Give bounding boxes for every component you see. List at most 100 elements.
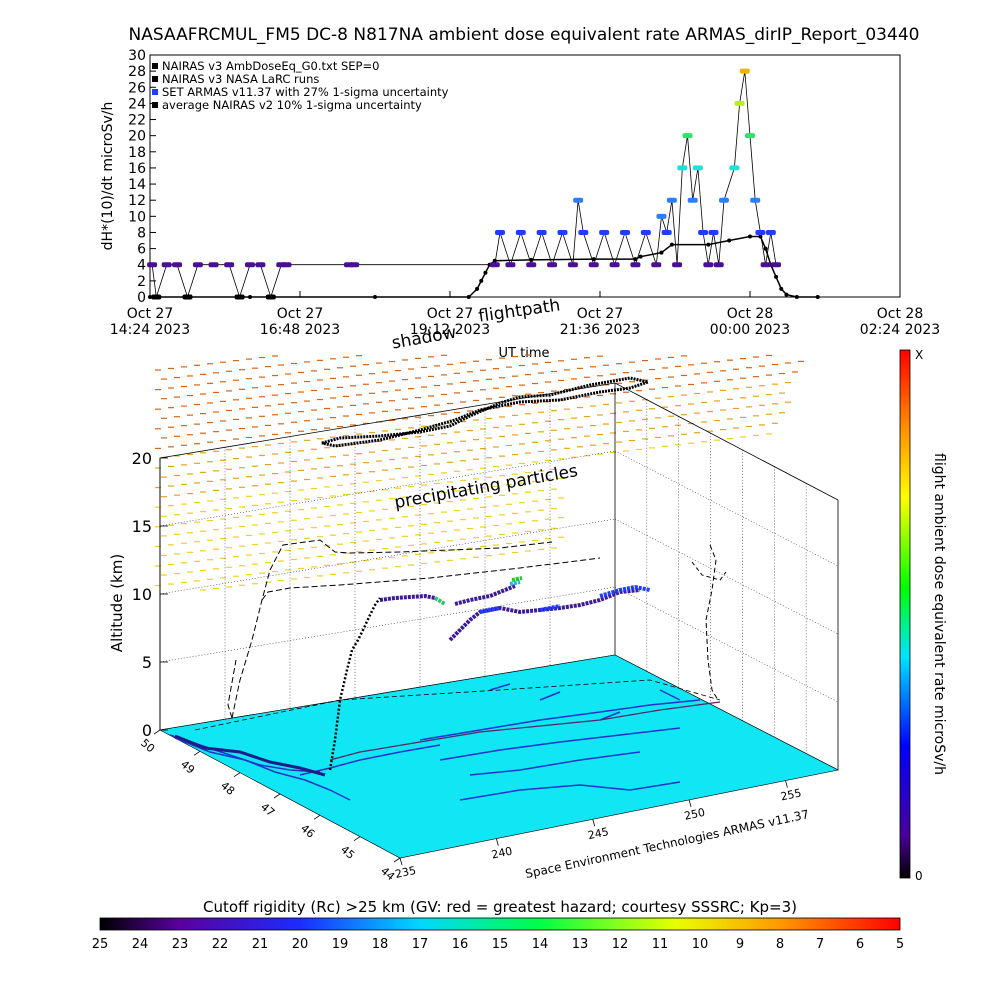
shadow-label: shadow xyxy=(390,323,458,354)
back-wall-grid xyxy=(159,393,839,754)
armas-point xyxy=(265,294,276,300)
lon-tick-label: 255 xyxy=(779,786,802,803)
nairas-point xyxy=(784,292,789,297)
rigidity-tick-label: 20 xyxy=(292,937,309,952)
rigidity-colorbar-label: Cutoff rigidity (Rc) >25 km (GV: red = g… xyxy=(203,898,797,916)
lat-tick xyxy=(313,815,321,820)
armas-point xyxy=(708,229,719,235)
rigidity-colorbar: Cutoff rigidity (Rc) >25 km (GV: red = g… xyxy=(92,898,904,952)
armas-point xyxy=(666,197,677,203)
nairas-point xyxy=(706,242,711,247)
grid-line xyxy=(159,518,616,595)
lat-tick xyxy=(273,793,281,799)
lat-tick-label: 47 xyxy=(258,800,277,819)
armas-point xyxy=(495,229,505,235)
x-tick-label: Oct 28 xyxy=(877,306,923,322)
y-tick-label: 18 xyxy=(128,145,146,161)
armas-point xyxy=(687,197,698,203)
nairas-point xyxy=(148,295,152,299)
armas-point xyxy=(161,262,172,268)
lat-tick-label: 48 xyxy=(218,779,237,798)
nairas-point xyxy=(774,274,779,279)
legend-marker xyxy=(152,102,158,108)
nairas-point xyxy=(763,246,768,251)
y-tick-label: 24 xyxy=(128,96,146,112)
x-tick-label: Oct 27 xyxy=(577,306,623,322)
ground-contour xyxy=(469,751,641,776)
lat-tick xyxy=(233,772,241,777)
series-layer xyxy=(147,68,820,300)
armas-point xyxy=(677,165,688,171)
ground-rigidity-contours xyxy=(169,683,721,801)
armas-point xyxy=(771,262,782,268)
nairas-point xyxy=(633,257,638,262)
armas-point xyxy=(682,133,693,139)
precipitating-particles-field xyxy=(155,354,804,591)
rigidity-tick-label: 12 xyxy=(612,937,629,952)
track-segment xyxy=(539,604,561,612)
y-tick-label: 22 xyxy=(128,113,146,129)
rigidity-colorbar-ticks: 25 24 23 22 21 20 19 18 17 16 15 14 13 12 11 10 9 8 7 6 5 xyxy=(92,937,904,952)
armas-point xyxy=(661,229,672,235)
rigidity-tick-label: 5 xyxy=(896,937,904,952)
x-tick-label: 02:24 2023 xyxy=(860,322,940,338)
armas-point xyxy=(755,229,766,235)
rigidity-tick-label: 16 xyxy=(452,937,469,952)
grid-line xyxy=(614,450,839,567)
rigidity-tick-label: 7 xyxy=(816,937,824,952)
z-tick-label: 15 xyxy=(132,517,152,536)
armas-point xyxy=(750,197,761,203)
dose-colorbar-bottom-label: 0 xyxy=(915,869,923,883)
nairas-point xyxy=(475,286,480,291)
armas-point xyxy=(698,229,709,235)
y-tick-label: 10 xyxy=(128,209,146,225)
armas-point xyxy=(192,262,203,268)
armas-point xyxy=(672,262,683,268)
lon-tick xyxy=(399,857,403,866)
armas-point xyxy=(765,229,776,235)
x-tick-label: 16:48 2023 xyxy=(260,322,340,338)
nairas-point xyxy=(669,242,674,247)
armas-point xyxy=(526,262,537,268)
x-axis-label: UT time xyxy=(499,346,550,361)
lat-tick-label: 49 xyxy=(178,758,197,777)
nairas-point xyxy=(815,295,820,299)
legend-marker xyxy=(152,89,158,95)
armas-point xyxy=(505,262,516,268)
armas-point xyxy=(609,262,620,268)
plot-frame xyxy=(149,54,901,298)
z-tick-label: 20 xyxy=(132,449,152,468)
rigidity-tick-label: 22 xyxy=(212,937,229,952)
y-tick-label: 0 xyxy=(137,290,146,306)
lat-tick xyxy=(153,729,161,735)
armas-point xyxy=(245,262,255,268)
legend-entry: NAIRAS v3 AmbDoseEq_G0.txt SEP=0 xyxy=(162,59,379,73)
ground-contour xyxy=(299,744,441,776)
nairas-point xyxy=(466,295,471,299)
x-tick-label: 14:24 2023 xyxy=(110,322,190,338)
armas-point xyxy=(703,262,714,268)
x-tick-label: 00:00 2023 xyxy=(710,322,790,338)
grid-line xyxy=(614,518,839,635)
ground-contour xyxy=(419,699,701,741)
rigidity-tick-label: 6 xyxy=(856,937,864,952)
longitude-axis: 235 240 245 250 255 xyxy=(394,780,803,881)
y-tick-label: 26 xyxy=(128,80,146,96)
lat-tick xyxy=(193,751,201,756)
legend-entry: average NAIRAS v2 10% 1-sigma uncertaint… xyxy=(162,98,422,112)
lon-tick-label: 250 xyxy=(683,806,706,823)
rigidity-tick-label: 19 xyxy=(332,937,349,952)
legend-entry: SET ARMAS v11.37 with 27% 1-sigma uncert… xyxy=(162,85,449,99)
rigidity-tick-label: 21 xyxy=(252,937,269,952)
x-tick-label: Oct 27 xyxy=(277,306,323,322)
rigidity-tick-label: 10 xyxy=(692,937,709,952)
nairas-point xyxy=(748,234,752,239)
armas-point xyxy=(713,262,724,268)
armas-point xyxy=(630,262,641,268)
